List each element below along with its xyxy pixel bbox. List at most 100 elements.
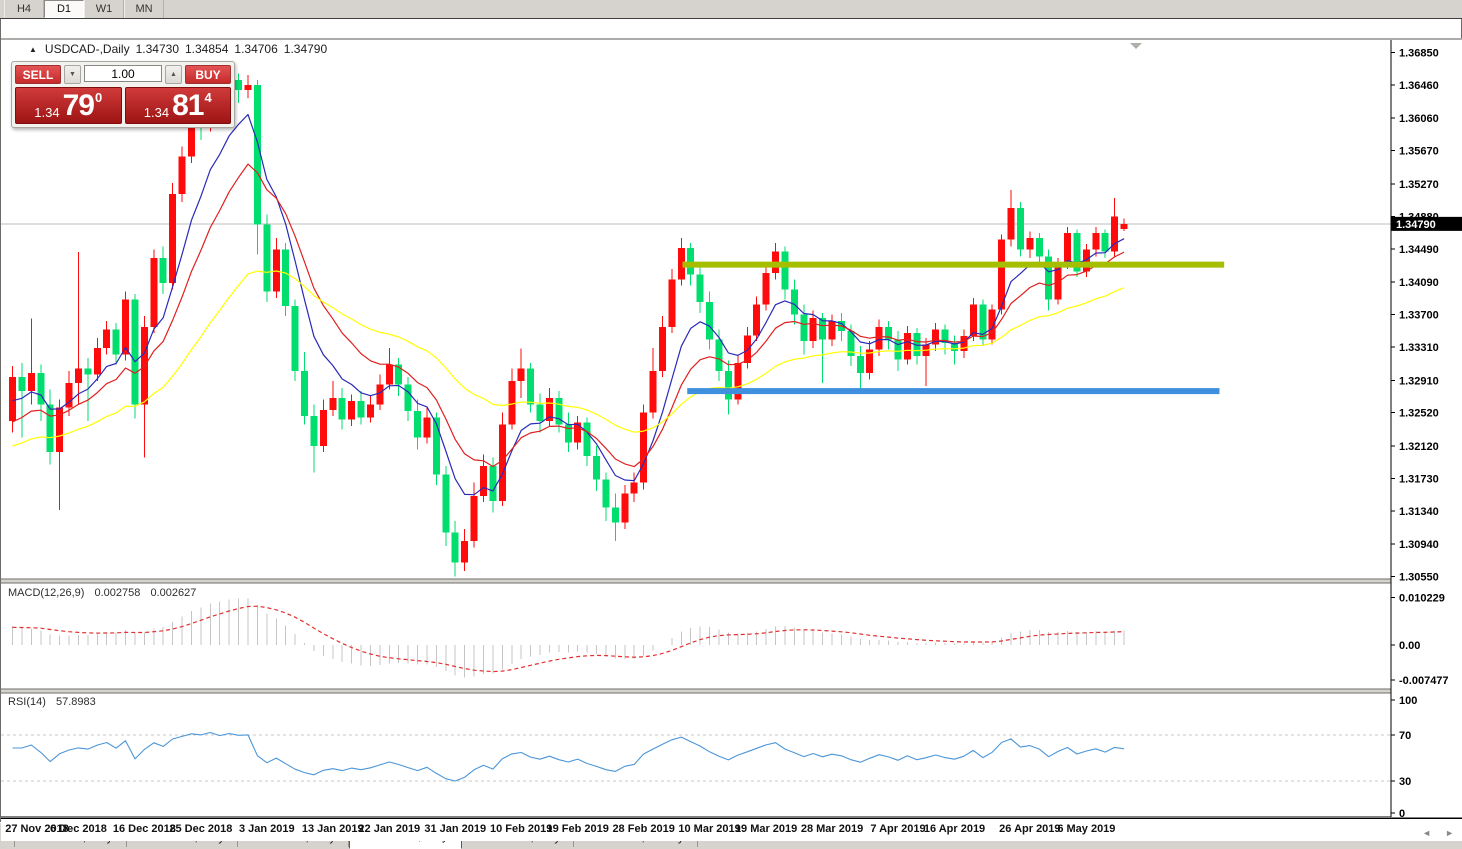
candle: [498, 424, 506, 501]
macd-main-value: 0.002758: [94, 587, 141, 599]
candle: [536, 404, 544, 422]
candle: [517, 368, 525, 382]
candle: [244, 84, 252, 90]
candle: [84, 368, 92, 375]
date-tick-label: 31 Jan 2019: [424, 823, 487, 835]
timeframe-button-w1[interactable]: W1: [84, 0, 124, 18]
candle: [291, 306, 299, 372]
candle: [677, 248, 685, 280]
price-axis[interactable]: 1.368501.364601.360601.356701.352701.348…: [1390, 40, 1462, 818]
date-tick-label: 27 Nov 2018: [5, 823, 69, 835]
candle: [65, 382, 73, 408]
candle: [414, 411, 422, 438]
sell-button[interactable]: SELL: [15, 65, 61, 84]
support-line[interactable]: [687, 388, 1220, 395]
candle: [668, 279, 676, 328]
date-tick-label: 13 Jan 2019: [301, 823, 364, 835]
candle: [847, 331, 855, 357]
candle: [687, 248, 695, 275]
candle: [555, 397, 563, 425]
tab-scroll-right-icon[interactable]: ►: [1445, 828, 1454, 838]
candle: [74, 368, 82, 383]
rsi-axis-tick: 0: [1399, 808, 1405, 818]
candle: [658, 327, 666, 372]
chart-canvas[interactable]: 1.368501.364601.360601.356701.352701.348…: [1, 38, 1462, 818]
candle: [790, 289, 798, 315]
candle: [489, 465, 497, 501]
candle: [611, 507, 619, 523]
price-axis-tick: 1.36060: [1399, 113, 1439, 125]
candle: [696, 274, 704, 303]
collapse-panel-icon[interactable]: ▲: [29, 44, 37, 54]
candle: [828, 321, 836, 340]
buy-price-box[interactable]: 1.34 81 4: [124, 87, 231, 124]
candle: [894, 339, 902, 360]
candle: [913, 332, 921, 357]
volume-input[interactable]: [84, 65, 162, 82]
candle: [527, 368, 535, 405]
buy-price-pip: 4: [204, 90, 212, 105]
candle: [932, 329, 940, 345]
price-axis-tick: 1.32520: [1399, 408, 1439, 420]
candle: [310, 416, 318, 447]
chart-ohlc-title: ▲ USDCAD-,Daily 1.34730 1.34854 1.34706 …: [29, 42, 327, 56]
date-tick-label: 10 Feb 2019: [489, 823, 553, 835]
candle: [451, 532, 459, 563]
rsi-axis-tick: 70: [1399, 730, 1411, 742]
candle: [1026, 238, 1034, 250]
date-tick-label: 28 Mar 2019: [800, 823, 864, 835]
date-axis[interactable]: 27 Nov 2018 6 Dec 2018 16 Dec 2018 25 Dec 2…: [1, 818, 1462, 841]
tab-scroll-left-icon[interactable]: ◄: [1422, 828, 1432, 838]
candle: [480, 465, 487, 496]
candle: [178, 156, 186, 194]
candle: [734, 362, 742, 400]
candle: [18, 376, 26, 392]
buy-price-big: 81: [172, 89, 204, 122]
candle: [1035, 238, 1043, 257]
candle: [640, 412, 648, 483]
candle: [1120, 223, 1128, 229]
candle: [762, 272, 770, 305]
candle: [998, 239, 1006, 310]
candle: [159, 257, 167, 283]
date-tick-label: 26 Apr 2019: [999, 823, 1061, 835]
candle: [385, 364, 393, 385]
candle: [885, 327, 893, 340]
candle: [866, 349, 874, 373]
candle: [348, 401, 356, 420]
macd-axis-tick: 0.010229: [1399, 592, 1445, 604]
volume-increase-button[interactable]: ▲: [165, 65, 182, 84]
candle: [1092, 233, 1100, 250]
timeframe-button-d1[interactable]: D1: [44, 0, 84, 18]
candle: [1016, 208, 1024, 250]
macd-axis-tick: 0.00: [1399, 640, 1420, 652]
resistance-line[interactable]: [682, 261, 1225, 268]
volume-decrease-button[interactable]: ▼: [64, 65, 81, 84]
chart-window[interactable]: 1.368501.364601.360601.356701.352701.348…: [0, 19, 1462, 841]
buy-button[interactable]: BUY: [185, 65, 231, 84]
candle: [743, 335, 751, 363]
price-axis-tick: 1.34090: [1399, 277, 1439, 289]
candle: [1111, 216, 1119, 252]
candle: [263, 224, 271, 292]
candle: [602, 479, 610, 508]
candle: [951, 342, 958, 352]
timeframe-button-h4[interactable]: H4: [4, 0, 44, 18]
candle: [1101, 233, 1109, 252]
candle: [583, 422, 591, 456]
candle: [9, 376, 16, 422]
candle: [404, 384, 412, 412]
sell-price-box[interactable]: 1.34 79 0: [15, 87, 122, 124]
candle: [56, 407, 64, 452]
timeframe-button-mn[interactable]: MN: [124, 0, 164, 18]
price-axis-tick: 1.36850: [1399, 47, 1439, 59]
candle: [1064, 233, 1072, 263]
candle: [979, 304, 987, 340]
one-click-trading-panel: SELL ▼ ▲ BUY 1.34 79 0 1.34 81 4: [11, 61, 235, 128]
candle: [988, 309, 996, 340]
candle: [574, 422, 582, 443]
candle: [470, 495, 478, 541]
candles-layer: [9, 69, 1128, 577]
candle: [960, 336, 968, 352]
